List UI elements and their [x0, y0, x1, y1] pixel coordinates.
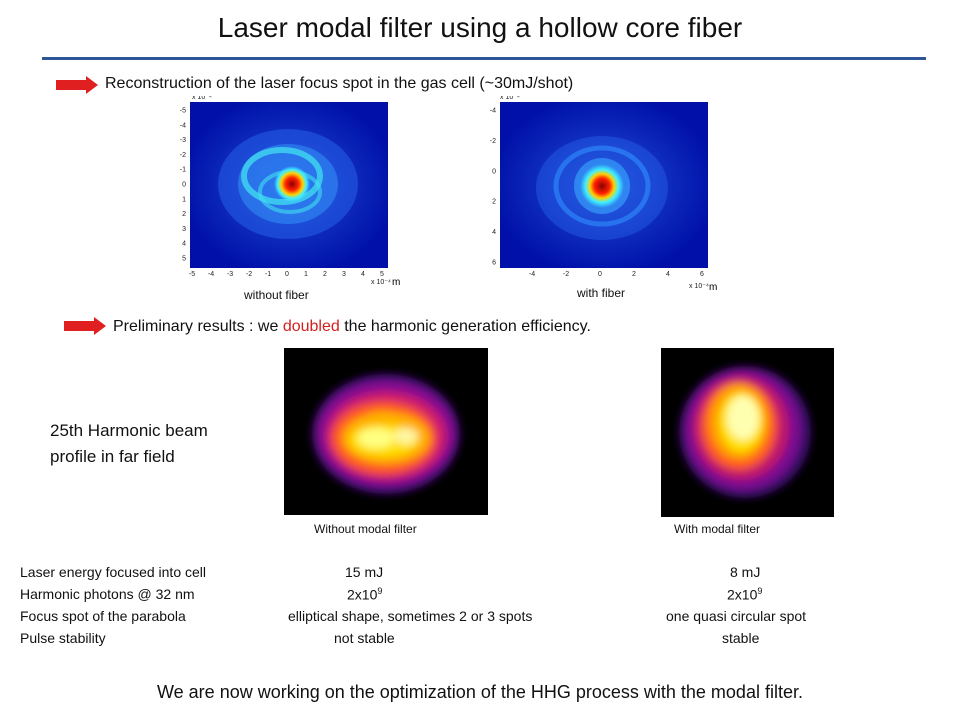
- x-tick-label: -1: [265, 271, 271, 278]
- x-tick-label: -3: [227, 271, 233, 278]
- value-exponent: 9: [377, 586, 383, 596]
- y-tick-label: -4: [180, 122, 186, 129]
- y-tick-label: -3: [180, 137, 186, 144]
- x-tick-label: 4: [666, 271, 670, 278]
- y-tick-label: -4: [490, 108, 496, 115]
- bullet2-suffix: the harmonic generation efficiency.: [339, 318, 591, 335]
- bullet-preliminary-results: Preliminary results : we doubled the har…: [113, 318, 591, 336]
- value-exponent: 9: [757, 586, 763, 596]
- harmonic-profile-label: 25th Harmonic beam profile in far field: [50, 418, 208, 470]
- x-tick-label: -2: [246, 271, 252, 278]
- cell-without: not stable: [334, 630, 395, 646]
- cell-with: one quasi circular spot: [666, 608, 807, 624]
- row-label: Laser energy focused into cell: [20, 564, 206, 580]
- side-label-line2: profile in far field: [50, 447, 175, 466]
- y-tick-label: 0: [182, 182, 186, 189]
- x-tick-label: 5: [380, 271, 384, 278]
- highlight-doubled: doubled: [282, 318, 340, 335]
- cell-with: 2x109: [727, 586, 762, 603]
- y-tick-label: 2: [182, 211, 186, 218]
- slide-title: Laser modal filter using a hollow core f…: [217, 12, 743, 43]
- y-tick-label: 3: [182, 226, 186, 233]
- caption-without-fiber: without fiber: [244, 288, 309, 302]
- y-tick-label: 5: [182, 256, 186, 263]
- y-tick-label: 6: [492, 260, 496, 267]
- y-tick-label: 4: [492, 229, 496, 236]
- side-label-line1: 25th Harmonic beam: [50, 421, 208, 440]
- red-arrow-icon: [64, 317, 106, 335]
- value-base: 2x10: [347, 586, 378, 603]
- focus-plot-without-fiber: x 10⁻⁴ -5 -4 -3 -2 -1 0 1 2 3 4 5 -5 -4 -3 -2 -1 0 1 2 3 4 5…: [170, 96, 402, 292]
- y-tick-label: 4: [182, 241, 186, 248]
- focus-plot-with-fiber: x 10⁻⁴ -4 -2 0 2 4 6 -4 -2 0 2 4 6 x 10⁻⁴ m: [482, 96, 720, 292]
- y-tick-label: -1: [180, 167, 186, 174]
- x-tick-label: 4: [361, 271, 365, 278]
- y-tick-label: 2: [492, 199, 496, 206]
- bullet2-prefix: Preliminary results : we: [113, 318, 283, 335]
- x-tick-label: 3: [342, 271, 346, 278]
- cell-without: 15 mJ: [345, 564, 384, 580]
- y-tick-label: 1: [182, 196, 186, 203]
- row-label: Harmonic photons @ 32 nm: [20, 586, 195, 602]
- x-tick-label: -5: [189, 271, 195, 278]
- cell-without: elliptical shape, sometimes 2 or 3 spots: [288, 608, 533, 624]
- row-label: Pulse stability: [20, 630, 106, 646]
- x-tick-label: 2: [323, 271, 327, 278]
- caption-without-modal-filter: Without modal filter: [314, 522, 417, 536]
- value-base: 2x10: [727, 586, 758, 603]
- red-arrow-icon: [56, 76, 98, 94]
- cell-without: 2x109: [347, 586, 382, 603]
- x-tick-label: 1: [304, 271, 308, 278]
- y-tick-label: -2: [490, 138, 496, 145]
- harmonic-beam-with-filter: [661, 348, 834, 517]
- harmonic-beam-without-filter: [284, 348, 488, 515]
- title-underline: [42, 57, 926, 60]
- x-tick-label: -2: [563, 271, 569, 278]
- row-label: Focus spot of the parabola: [20, 608, 186, 624]
- x-exponent-label: x 10⁻⁴: [371, 279, 391, 286]
- cell-with: 8 mJ: [730, 564, 761, 580]
- x-tick-label: 6: [700, 271, 704, 278]
- exponent-label: x 10⁻⁴: [192, 96, 212, 101]
- y-tick-label: 0: [492, 168, 496, 175]
- caption-with-modal-filter: With modal filter: [674, 522, 761, 536]
- x-tick-label: 0: [285, 271, 289, 278]
- y-tick-label: -2: [180, 152, 186, 159]
- x-tick-label: -4: [529, 271, 535, 278]
- bullet-reconstruction: Reconstruction of the laser focus spot i…: [105, 75, 574, 92]
- y-tick-label: -5: [180, 108, 186, 115]
- footer-statement: We are now working on the optimization o…: [157, 682, 803, 702]
- comparison-table: Laser energy focused into cell 15 mJ 8 m…: [20, 564, 950, 654]
- x-unit-label: m: [709, 282, 717, 292]
- x-tick-label: -4: [208, 271, 214, 278]
- x-tick-label: 0: [598, 271, 602, 278]
- x-exponent-label: x 10⁻⁴: [689, 283, 709, 290]
- cell-with: stable: [722, 630, 760, 646]
- caption-with-fiber: with fiber: [577, 286, 626, 300]
- exponent-label: x 10⁻⁴: [500, 96, 520, 101]
- x-unit-label: m: [392, 277, 400, 288]
- x-tick-label: 2: [632, 271, 636, 278]
